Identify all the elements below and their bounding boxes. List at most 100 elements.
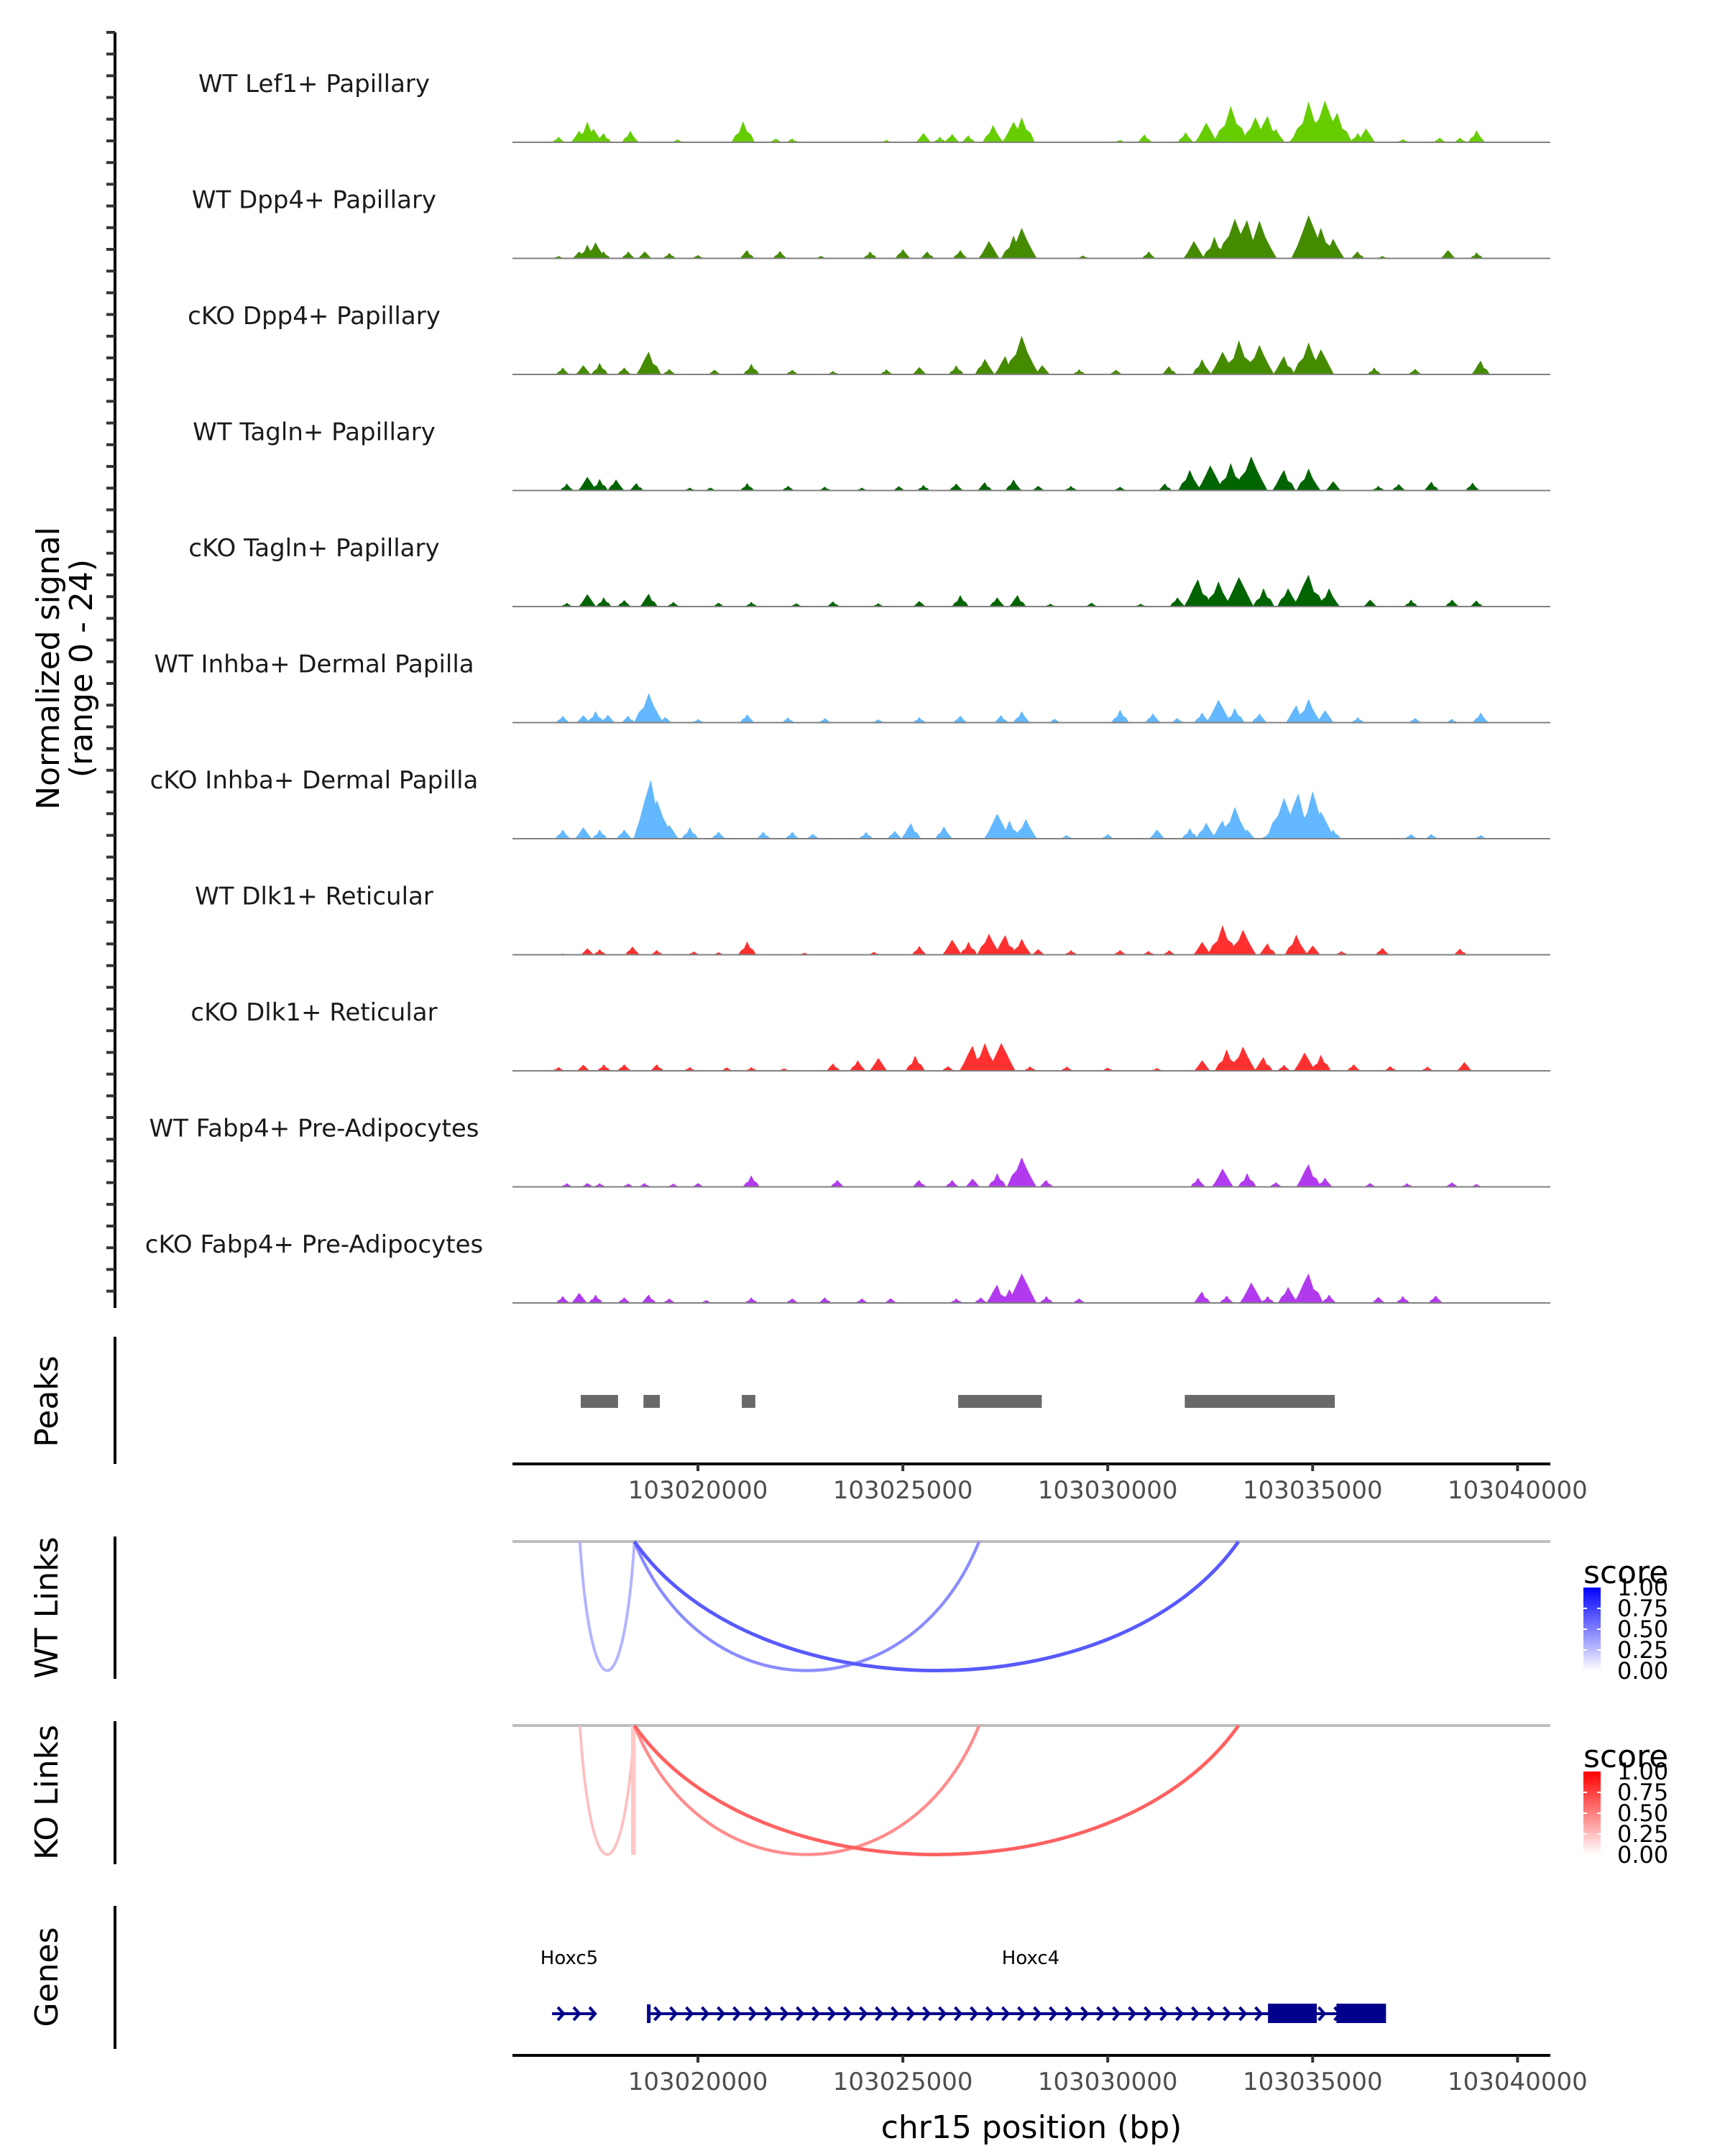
strand-arrow-icon — [906, 2006, 916, 2022]
exon — [1268, 2004, 1317, 2023]
track-label: WT Tagln+ Papillary — [193, 418, 436, 447]
ko-score-legend: score 1.000.750.500.250.00 — [1583, 1738, 1668, 1869]
strand-arrow-icon — [669, 2006, 678, 2022]
strand-arrow-icon — [556, 2006, 566, 2022]
track-label: cKO Fabp4+ Pre-Adipocytes — [145, 1230, 484, 1259]
strand-arrow-icon — [764, 2006, 773, 2022]
link-arc — [632, 1725, 981, 1856]
peak-region — [1184, 1395, 1335, 1408]
link-arc — [578, 1541, 636, 1672]
x-tick-label: 103030000 — [1038, 2068, 1178, 2096]
strand-arrow-icon — [1191, 2006, 1200, 2022]
strand-arrow-icon — [653, 2006, 663, 2022]
coverage-track: WT Lef1+ Papillary — [198, 70, 1550, 143]
coverage-track: cKO Inhba+ Dermal Papilla — [150, 766, 1550, 839]
coverage-track: WT Tagln+ Papillary — [193, 418, 1550, 492]
coverage-area — [551, 100, 1486, 143]
strand-arrow-icon — [1049, 2006, 1058, 2022]
track-label: cKO Dlk1+ Reticular — [190, 998, 437, 1027]
coverage-area — [560, 574, 1484, 607]
track-label: cKO Dpp4+ Papillary — [188, 302, 441, 331]
strand-arrow-icon — [1080, 2006, 1090, 2022]
x-tick-label: 103025000 — [833, 2068, 973, 2096]
coverage-area — [554, 780, 1486, 839]
y-axis-title-line1: Normalized signal — [30, 527, 67, 810]
strand-arrow-icon — [1144, 2006, 1153, 2022]
legend-title: score — [1583, 1554, 1668, 1591]
coverage-area — [552, 1043, 1472, 1072]
peaks-regions — [580, 1395, 1335, 1408]
gene-model: Hoxc5 — [540, 1948, 598, 2022]
gene-label: Hoxc4 — [1002, 1948, 1059, 1969]
strand-arrow-icon — [780, 2006, 789, 2022]
x-axis-ticks-top: 103020000 103025000 103030000 103035000 1030… — [628, 1464, 1588, 1505]
strand-arrow-icon — [796, 2006, 805, 2022]
coverage-track: WT Inhba+ Dermal Papilla — [154, 650, 1550, 724]
link-arc — [578, 1725, 636, 1856]
strand-arrow-icon — [1112, 2006, 1121, 2022]
legend-title: score — [1583, 1738, 1668, 1775]
legend-tick-label: 0.75 — [1617, 1595, 1668, 1622]
strand-arrow-icon — [1238, 2006, 1248, 2022]
coverage-track: cKO Fabp4+ Pre-Adipocytes — [145, 1230, 1550, 1304]
strand-arrow-icon — [1017, 2006, 1026, 2022]
ko-links-panel-label: KO Links — [29, 1725, 65, 1860]
strand-arrow-icon — [843, 2006, 852, 2022]
ko-links — [512, 1724, 1550, 1856]
strand-arrow-icon — [827, 2006, 837, 2022]
strand-arrow-icon — [1159, 2006, 1169, 2022]
strand-arrow-icon — [1001, 2006, 1011, 2022]
coverage-area — [560, 1157, 1482, 1187]
legend-tick-label: 0.50 — [1617, 1616, 1668, 1643]
legend-tick-label: 0.25 — [1617, 1636, 1668, 1664]
strand-arrow-icon — [954, 2006, 963, 2022]
x-tick-label: 103020000 — [628, 1476, 768, 1505]
x-tick-label: 103025000 — [833, 1476, 973, 1505]
wt-score-legend: score 1.000.750.500.250.00 — [1583, 1554, 1668, 1685]
strand-arrow-icon — [1223, 2006, 1232, 2022]
strand-arrow-icon — [1064, 2006, 1074, 2022]
strand-arrow-icon — [859, 2006, 868, 2022]
genes-panel-label: Genes — [29, 1927, 65, 2027]
exon — [1336, 2004, 1386, 2023]
strand-arrow-icon — [922, 2006, 932, 2022]
legend-tick-label: 1.00 — [1617, 1574, 1668, 1601]
y-axis-title: Normalized signal (range 0 - 24) — [30, 527, 100, 810]
coverage-area — [556, 1273, 1443, 1304]
legend-tick-label: 1.00 — [1617, 1758, 1668, 1785]
y-axis-title-line2: (range 0 - 24) — [63, 559, 100, 778]
coverage-tracks: WT Lef1+ Papillary WT Dpp4+ Papillary cKO … — [145, 70, 1550, 1304]
coverage-area — [559, 456, 1481, 491]
peaks-panel-label: Peaks — [29, 1355, 65, 1447]
x-axis-title: chr15 position (bp) — [881, 2109, 1182, 2146]
coverage-track: WT Dpp4+ Papillary — [192, 186, 1550, 259]
coverage-track: cKO Tagln+ Papillary — [188, 534, 1550, 607]
strand-arrow-icon — [685, 2006, 694, 2022]
legend-tick-label: 0.00 — [1617, 1841, 1668, 1869]
x-axis-ticks-bottom: 103020000 103025000 103030000 103035000 1030… — [628, 2055, 1588, 2096]
strand-arrow-icon — [1207, 2006, 1216, 2022]
track-label: WT Inhba+ Dermal Papilla — [154, 650, 474, 679]
gene-label: Hoxc5 — [540, 1948, 598, 1969]
gene-model: Hoxc4 — [647, 1948, 1386, 2023]
peak-region — [643, 1395, 661, 1408]
x-tick-label: 103035000 — [1243, 2068, 1383, 2096]
x-tick-label: 103040000 — [1448, 2068, 1588, 2096]
strand-arrow-icon — [891, 2006, 900, 2022]
peak-region — [580, 1395, 618, 1408]
legend-tick-label: 0.00 — [1617, 1657, 1668, 1685]
link-arc — [632, 1724, 1241, 1856]
strand-arrow-icon — [1128, 2006, 1137, 2022]
gene-models: Hoxc5 Hoxc4 — [540, 1948, 1386, 2023]
wt-links-panel-label: WT Links — [29, 1537, 65, 1678]
strand-arrow-icon — [717, 2006, 726, 2022]
strand-arrow-icon — [811, 2006, 821, 2022]
signal-y-axis-ticks — [106, 31, 115, 1293]
strand-arrow-icon — [1175, 2006, 1184, 2022]
strand-arrow-icon — [1254, 2006, 1264, 2022]
link-arc — [631, 1726, 636, 1855]
strand-arrow-icon — [985, 2006, 995, 2022]
track-label: cKO Tagln+ Papillary — [188, 534, 439, 563]
link-arc — [632, 1541, 981, 1672]
coverage-area — [553, 215, 1484, 259]
